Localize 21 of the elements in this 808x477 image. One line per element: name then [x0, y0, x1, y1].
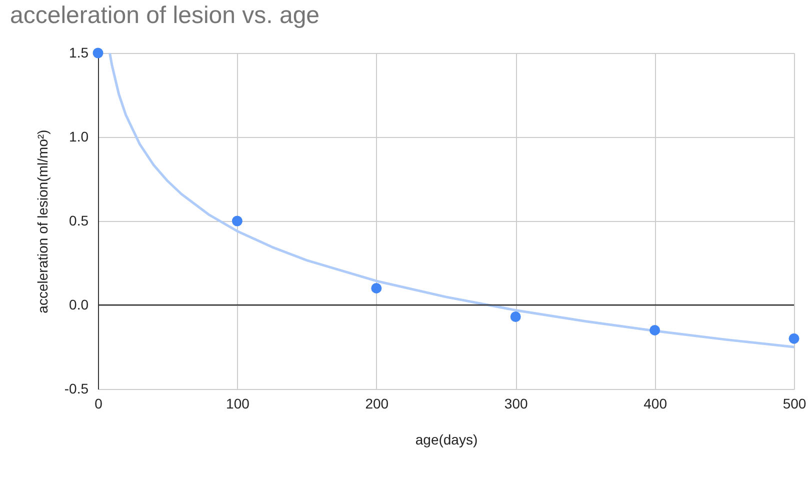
x-tick-label: 500 — [782, 396, 806, 412]
point — [510, 312, 521, 322]
line-series — [108, 53, 794, 348]
y-tick-label: 0.0 — [69, 296, 89, 312]
y-tick-label: 0.5 — [69, 212, 89, 228]
point — [92, 48, 104, 58]
chart-title: acceleration of lesion vs. age — [10, 2, 320, 29]
y-tick-label: 1.5 — [69, 44, 89, 60]
x-tick-label: 0 — [94, 396, 103, 412]
x-tick-label: 100 — [226, 396, 250, 412]
point — [232, 216, 242, 226]
y-axis-title: acceleration of lesion(ml/mo²) — [34, 130, 50, 314]
point — [788, 333, 800, 344]
x-axis-title: age(days) — [415, 432, 478, 448]
y-tick-label: 1.0 — [69, 128, 89, 144]
x-tick-label: 300 — [504, 396, 528, 412]
point — [650, 324, 660, 336]
y-tick-label: -0.5 — [64, 380, 89, 396]
x-tick-label: 400 — [644, 396, 668, 412]
x-tick-label: 200 — [365, 396, 389, 412]
point — [371, 282, 382, 294]
